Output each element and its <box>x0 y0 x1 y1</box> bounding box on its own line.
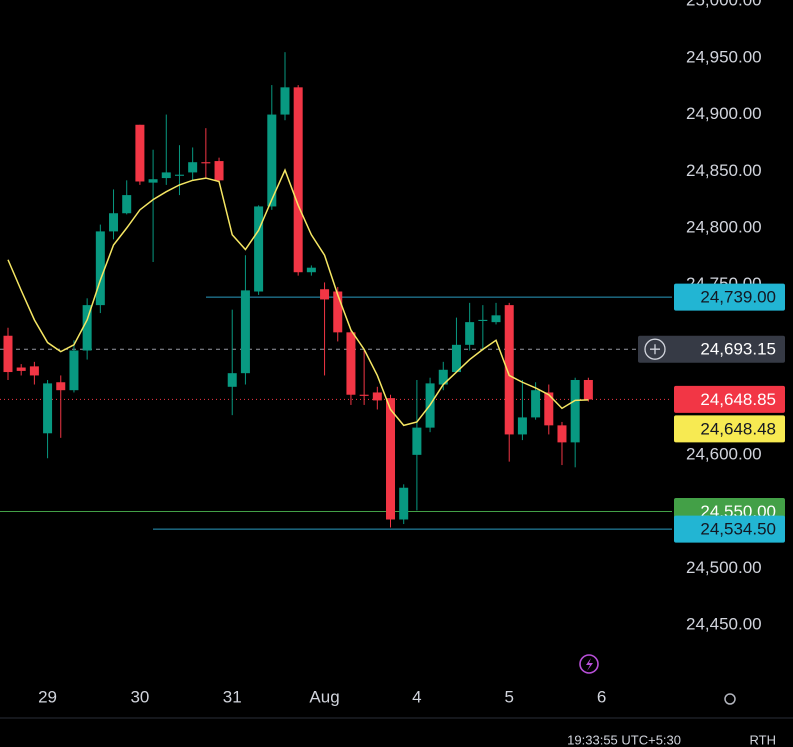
candle-body <box>438 369 448 385</box>
candle-body <box>583 379 593 400</box>
candle-body <box>148 179 158 183</box>
price-label: 24,693.15 <box>700 340 776 359</box>
y-tick-label: 24,500.00 <box>686 558 762 577</box>
candle-body <box>570 379 580 443</box>
candle-body <box>465 322 475 345</box>
price-label: 24,648.85 <box>700 390 776 409</box>
alert-bolt <box>586 658 593 671</box>
price-label: 24,739.00 <box>700 288 776 307</box>
crosshair-add-icon[interactable] <box>644 338 666 360</box>
candle-body <box>478 319 488 322</box>
moving-average <box>7 168 589 427</box>
candle-body <box>504 305 514 435</box>
candle-body <box>531 390 541 418</box>
candle-body <box>346 332 356 395</box>
candle-body <box>29 366 39 376</box>
candle-body <box>95 231 105 306</box>
settings-icon[interactable] <box>724 693 736 705</box>
candle-body <box>280 87 290 115</box>
x-tick-label: 4 <box>412 687 421 706</box>
x-tick-label: 29 <box>38 687 57 706</box>
x-tick-label: 5 <box>504 687 513 706</box>
candle-body <box>109 213 119 232</box>
candle-body <box>227 373 237 387</box>
candle-body <box>491 315 501 323</box>
candle-body <box>122 195 132 214</box>
y-tick-label: 24,850.00 <box>686 161 762 180</box>
y-tick-label: 24,800.00 <box>686 217 762 236</box>
candle-body <box>3 335 13 373</box>
x-tick-label: 30 <box>130 687 149 706</box>
candle-body <box>240 290 250 374</box>
candle-body <box>135 124 145 182</box>
status-session[interactable]: RTH <box>750 732 776 747</box>
price-label-box <box>674 415 785 443</box>
price-label-box <box>674 385 785 413</box>
y-tick-label: 24,900.00 <box>686 104 762 123</box>
candle-body <box>451 344 461 373</box>
candle-body <box>359 394 369 396</box>
y-tick-label: 24,450.00 <box>686 614 762 633</box>
status-time: 19:33:55 UTC+5:30 <box>567 732 681 747</box>
candle-body <box>293 87 303 273</box>
price-label: 24,534.50 <box>700 520 776 539</box>
candle-body <box>214 161 224 181</box>
candle-body <box>372 392 382 401</box>
candle-body <box>399 487 409 520</box>
alert-icon[interactable] <box>579 654 599 674</box>
candle-body <box>201 162 211 164</box>
candle-body <box>56 382 66 391</box>
price-label-box <box>674 515 785 543</box>
candle-body <box>267 114 277 207</box>
candle-body <box>333 291 343 333</box>
x-tick-label: 6 <box>597 687 606 706</box>
candle-body <box>43 383 53 434</box>
candle-body <box>174 174 184 176</box>
price-label-box <box>674 283 785 311</box>
y-tick-label: 24,600.00 <box>686 444 762 463</box>
candle-body <box>320 289 330 300</box>
y-tick-label: 24,950.00 <box>686 47 762 66</box>
candle-body <box>254 206 264 292</box>
candle-body <box>82 305 92 351</box>
x-tick-label: Aug <box>309 687 339 706</box>
candle-body <box>386 398 396 520</box>
crosshair-add-plus <box>650 344 660 355</box>
y-tick-label: 25,000.00 <box>686 0 762 10</box>
candle-body <box>161 172 171 179</box>
x-tick-label: 31 <box>223 687 242 706</box>
candle-body <box>412 427 422 455</box>
candle-body <box>544 392 554 426</box>
price-label-box <box>638 335 785 363</box>
price-label: 24,648.48 <box>700 419 776 438</box>
candle-body <box>69 350 79 391</box>
candle-body <box>16 367 26 371</box>
candle-body <box>517 417 527 435</box>
candle-body <box>306 267 316 273</box>
candle-body <box>557 425 567 443</box>
candle-body <box>188 162 198 173</box>
